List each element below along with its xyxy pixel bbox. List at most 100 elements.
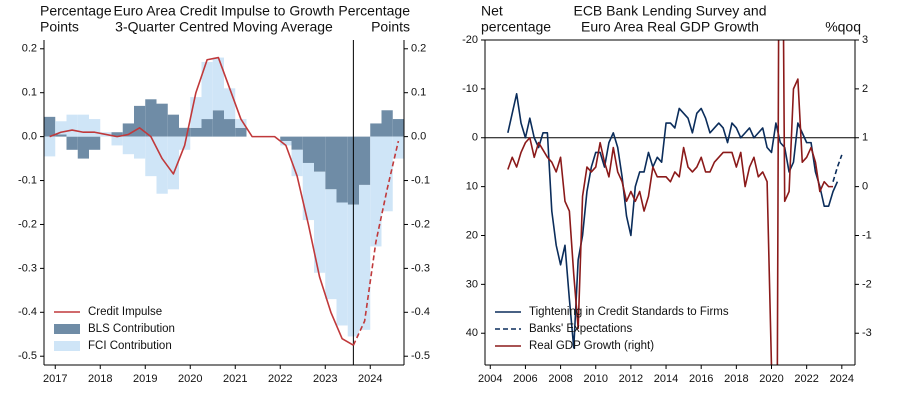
y2-tick-label: 0.0	[411, 131, 426, 143]
y-tick-label: -20	[462, 34, 478, 46]
y2-tick-label: 0.2	[411, 43, 426, 55]
x-tick-label: 2008	[548, 373, 572, 385]
bar	[381, 110, 393, 137]
bar	[302, 136, 314, 163]
bar	[280, 141, 292, 146]
bar	[134, 136, 146, 159]
bar	[280, 136, 292, 142]
y2-tick-label: -0.1	[411, 174, 430, 186]
legend-label: Real GDP Growth (right)	[529, 340, 654, 352]
y-tick-label: -0.4	[18, 306, 37, 318]
bar	[66, 136, 78, 150]
y-tick-label: 40	[466, 327, 478, 339]
bar	[224, 119, 236, 137]
y2-tick-label: 0	[862, 181, 868, 193]
bar	[190, 127, 202, 137]
bar	[145, 99, 157, 137]
bar	[111, 132, 123, 137]
y-tick-label: -10	[462, 83, 478, 95]
legend-swatch	[54, 341, 80, 351]
legend-label: Credit Impulse	[88, 306, 162, 318]
bar	[66, 114, 78, 137]
line-series	[832, 154, 843, 182]
bar	[122, 123, 134, 137]
bar	[55, 121, 67, 135]
bar	[111, 136, 123, 146]
axis-label: Percentage	[40, 3, 112, 19]
axis-label: Net	[481, 3, 503, 19]
y-tick-label: 30	[466, 278, 478, 290]
bar	[167, 114, 179, 137]
bar	[190, 97, 202, 128]
y-tick-label: 0	[472, 132, 478, 144]
bar	[235, 119, 247, 128]
x-tick-label: 2019	[133, 373, 157, 385]
bar	[44, 116, 56, 137]
y2-tick-label: 0.1	[411, 87, 426, 99]
axis-label: Points	[40, 19, 79, 35]
bar	[325, 136, 337, 190]
x-tick-label: 2022	[268, 373, 292, 385]
line-series	[352, 140, 400, 346]
bar	[381, 136, 393, 212]
bar	[325, 189, 337, 300]
x-tick-label: 2017	[43, 373, 67, 385]
y2-tick-label: 3	[862, 34, 868, 46]
bar	[167, 136, 179, 190]
bar	[291, 149, 303, 177]
legend-label: Banks' Expectations	[529, 323, 632, 335]
bar	[212, 57, 224, 111]
line-series	[49, 56, 354, 346]
bar	[336, 136, 348, 203]
bar	[359, 136, 371, 185]
x-tick-label: 2024	[830, 373, 854, 385]
y-tick-label: -0.1	[18, 174, 37, 186]
plot-area	[44, 40, 404, 365]
bar	[212, 110, 224, 137]
bar	[336, 202, 348, 326]
axis-label: %qoq	[825, 19, 861, 35]
y-tick-label: -0.5	[18, 350, 37, 362]
bar	[370, 123, 382, 137]
x-tick-label: 2020	[178, 373, 202, 385]
x-tick-label: 2022	[794, 373, 818, 385]
y2-tick-label: 2	[862, 83, 868, 95]
y2-tick-label: -1	[862, 229, 872, 241]
bar	[179, 127, 191, 137]
bar	[156, 136, 168, 194]
bar	[302, 162, 314, 221]
bar	[77, 114, 89, 137]
x-tick-label: 2010	[583, 373, 607, 385]
y-tick-label: 10	[466, 181, 478, 193]
y-tick-label: 0.2	[22, 43, 37, 55]
line-series	[507, 40, 834, 365]
x-tick-label: 2006	[513, 373, 537, 385]
y2-tick-label: 1	[862, 132, 868, 144]
bar	[77, 136, 89, 159]
chart-subtitle: Euro Area Real GDP Growth	[581, 19, 759, 35]
chart-panel: Euro Area Credit Impulse to Growth3-Quar…	[18, 3, 430, 385]
bar	[392, 136, 404, 159]
bar	[314, 171, 326, 273]
y-tick-label: 0.0	[22, 131, 37, 143]
chart-title: ECB Bank Lending Survey and	[573, 3, 766, 19]
bar	[44, 136, 56, 157]
bar	[134, 105, 146, 137]
bar	[89, 119, 101, 137]
legend-label: FCI Contribution	[88, 340, 172, 352]
bar	[145, 136, 157, 177]
bar	[55, 134, 67, 137]
bar	[122, 136, 134, 155]
legend-swatch	[54, 324, 80, 334]
y2-tick-label: -0.2	[411, 218, 430, 230]
bar	[314, 136, 326, 172]
x-tick-label: 2018	[88, 373, 112, 385]
y2-tick-label: -0.3	[411, 262, 430, 274]
line-series	[507, 92, 839, 349]
bar	[359, 184, 371, 330]
x-tick-label: 2023	[313, 373, 337, 385]
x-tick-label: 2020	[759, 373, 783, 385]
y2-tick-label: -3	[862, 327, 872, 339]
